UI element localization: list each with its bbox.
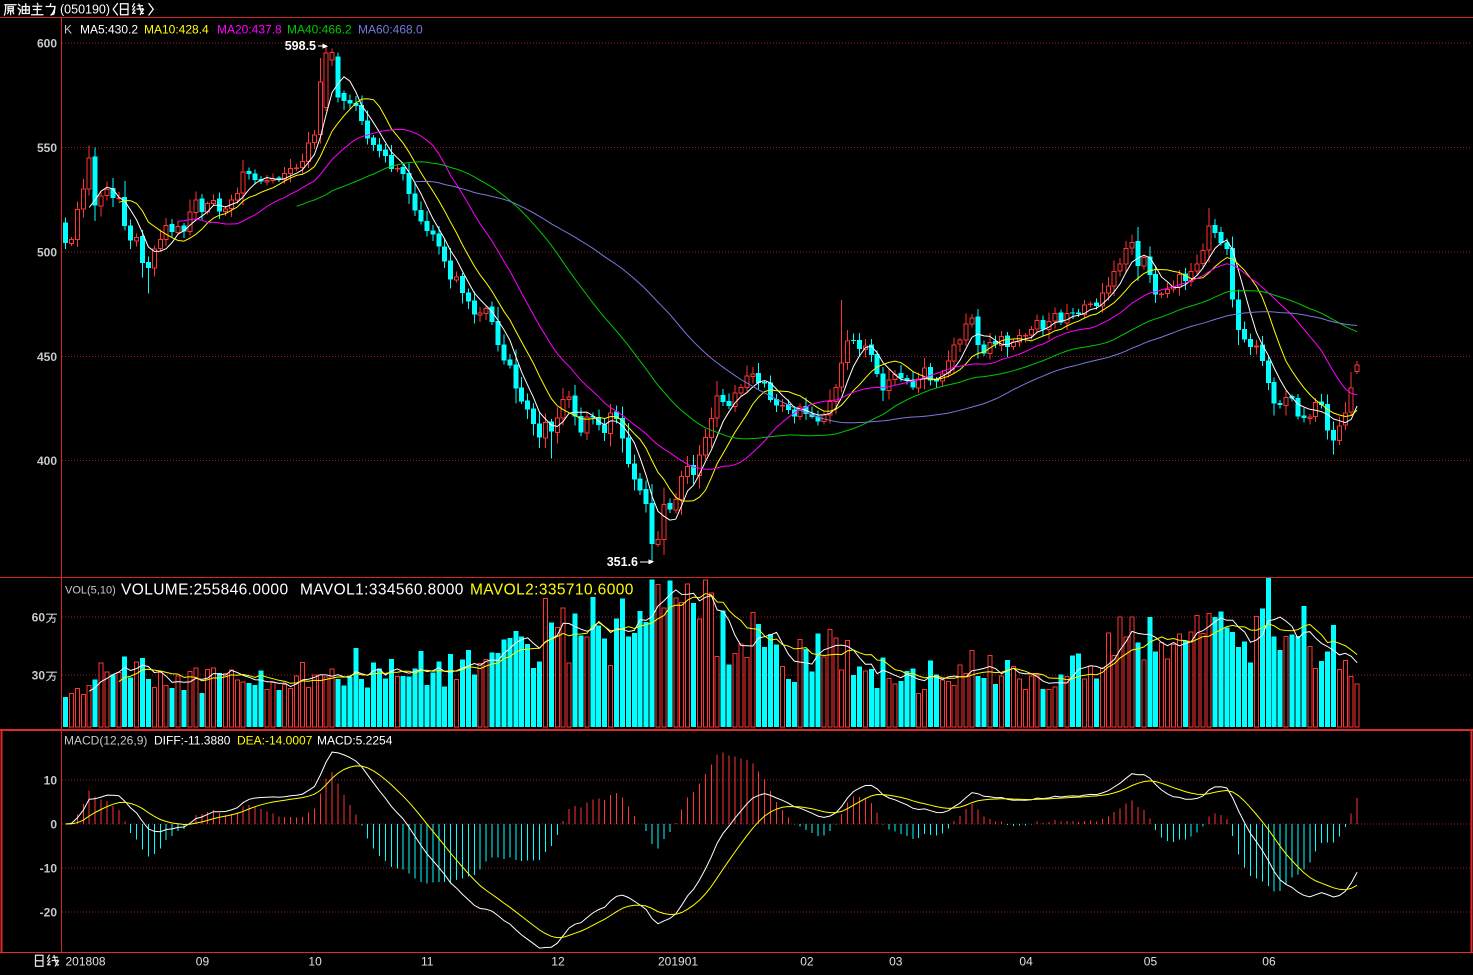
svg-text:0: 0 bbox=[50, 818, 57, 832]
svg-text:30: 30 bbox=[32, 669, 46, 683]
svg-text:06: 06 bbox=[1262, 955, 1276, 969]
svg-text:MA60:468.0: MA60:468.0 bbox=[358, 23, 423, 37]
svg-text:03: 03 bbox=[889, 955, 903, 969]
svg-text:09: 09 bbox=[196, 955, 210, 969]
svg-text:351.6: 351.6 bbox=[607, 555, 638, 569]
svg-text:598.5: 598.5 bbox=[285, 39, 316, 53]
svg-text:MAVOL2:335710.6000: MAVOL2:335710.6000 bbox=[470, 582, 634, 599]
svg-text:11: 11 bbox=[421, 955, 434, 969]
svg-text:450: 450 bbox=[37, 350, 57, 364]
svg-text:04: 04 bbox=[1019, 955, 1033, 969]
svg-text:400: 400 bbox=[37, 454, 57, 468]
svg-text:MA20:437.8: MA20:437.8 bbox=[217, 23, 282, 37]
svg-text:VOL(5,10): VOL(5,10) bbox=[65, 585, 116, 597]
svg-text:-20: -20 bbox=[40, 906, 58, 920]
svg-text:VOLUME:255846.0000: VOLUME:255846.0000 bbox=[121, 582, 288, 599]
svg-text:MACD(12,26,9): MACD(12,26,9) bbox=[64, 734, 147, 748]
svg-text:201901: 201901 bbox=[658, 955, 698, 969]
svg-text:02: 02 bbox=[800, 955, 814, 969]
svg-text:MAVOL1:334560.8000: MAVOL1:334560.8000 bbox=[300, 582, 464, 599]
svg-text:10: 10 bbox=[44, 774, 58, 788]
svg-text:(050190): (050190) bbox=[60, 3, 110, 17]
svg-text:500: 500 bbox=[37, 245, 57, 259]
svg-text:MACD:5.2254: MACD:5.2254 bbox=[317, 734, 393, 748]
svg-text:550: 550 bbox=[37, 141, 57, 155]
svg-text:05: 05 bbox=[1144, 955, 1158, 969]
svg-text:60: 60 bbox=[32, 611, 46, 625]
svg-text:DIFF:-11.3880: DIFF:-11.3880 bbox=[154, 734, 231, 748]
svg-text:MA10:428.4: MA10:428.4 bbox=[144, 23, 209, 37]
svg-text:600: 600 bbox=[37, 37, 57, 51]
svg-text:MA40:466.2: MA40:466.2 bbox=[287, 23, 352, 37]
svg-text:12: 12 bbox=[551, 955, 565, 969]
svg-text:DEA:-14.0007: DEA:-14.0007 bbox=[237, 734, 313, 748]
svg-text:201808: 201808 bbox=[66, 955, 106, 969]
svg-text:MA5:430.2: MA5:430.2 bbox=[80, 23, 138, 37]
svg-text:-10: -10 bbox=[40, 862, 58, 876]
svg-text:K: K bbox=[64, 23, 72, 37]
svg-text:10: 10 bbox=[308, 955, 322, 969]
